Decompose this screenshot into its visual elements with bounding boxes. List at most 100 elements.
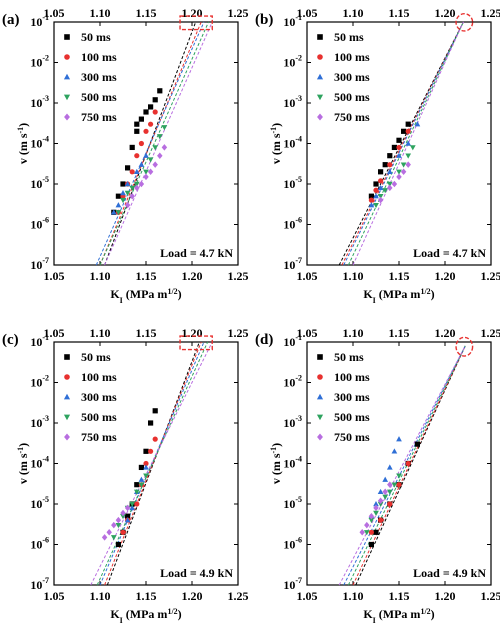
data-point [138, 161, 145, 167]
data-point [405, 460, 411, 467]
data-point [143, 152, 149, 158]
legend: 50 ms 100 ms 300 ms 500 ms 750 ms [316, 30, 370, 124]
legend-label: 100 ms [334, 370, 370, 384]
x-tick-label-top: 1.25 [228, 326, 249, 340]
load-annotation: Load = 4.9 kN [160, 566, 233, 580]
data-point [382, 188, 389, 194]
data-point [387, 153, 393, 159]
data-point [129, 169, 135, 175]
data-point [400, 168, 407, 176]
legend-marker [316, 94, 324, 101]
data-point [396, 473, 402, 479]
highlight-region [455, 336, 474, 357]
legend: 50 ms 100 ms 300 ms 500 ms 750 ms [63, 350, 117, 444]
data-point [111, 521, 117, 529]
data-point [368, 193, 374, 199]
x-tick-label: 1.05 [297, 589, 318, 603]
data-point [373, 510, 379, 516]
y-tick-label: 10-3 [283, 414, 302, 430]
panel-c: (c) 1.05 1.05 1.10 1.10 1.15 1.15 1.20 1.20 1.25 1… [2, 326, 249, 625]
legend-marker [64, 433, 70, 441]
data-point [120, 509, 126, 517]
data-point [138, 482, 145, 488]
y-tick-label: 10-7 [283, 256, 302, 272]
legend-marker [316, 73, 324, 80]
legend-marker [317, 354, 323, 360]
data-point [134, 153, 140, 159]
y-tick-label: 10-1 [30, 333, 49, 349]
legend-marker [63, 94, 71, 101]
x-tick-label: 1.15 [389, 589, 410, 603]
data-point [373, 504, 379, 512]
y-tick-label: 10-4 [283, 135, 302, 151]
y-tick-label: 10-5 [283, 495, 302, 511]
y-tick-label: 10-2 [30, 54, 49, 70]
x-tick-label-top: 1.20 [435, 326, 456, 340]
data-point [391, 482, 398, 488]
data-point [124, 201, 131, 209]
data-point [143, 473, 149, 479]
legend-label: 50 ms [81, 350, 111, 364]
x-tick-label-top: 1.10 [343, 326, 364, 340]
data-point [120, 181, 126, 187]
x-tick-label: 1.20 [182, 589, 203, 603]
data-point [391, 448, 398, 454]
data-point [414, 121, 421, 127]
x-tick-label-top: 1.05 [297, 326, 318, 340]
x-tick-label-top: 1.15 [389, 326, 410, 340]
data-point [134, 482, 140, 488]
data-point [396, 137, 402, 143]
data-point [138, 180, 145, 188]
fit-line [104, 21, 197, 266]
y-tick-label: 10-5 [30, 495, 49, 511]
x-tick-label: 1.10 [90, 589, 111, 603]
load-annotation: Load = 4.9 kN [413, 566, 486, 580]
data-point [373, 187, 379, 193]
data-point [382, 476, 389, 482]
legend-marker [317, 34, 323, 40]
data-point [405, 121, 411, 127]
data-point [387, 162, 393, 168]
data-point [377, 196, 384, 204]
data-point [396, 436, 402, 442]
y-axis-label: v (m s-1) [16, 123, 31, 164]
y-tick-label: 10-2 [283, 374, 302, 390]
y-tick-label: 10-1 [283, 333, 302, 349]
x-tick-label: 1.25 [228, 269, 249, 283]
data-point [152, 436, 158, 442]
data-point [387, 184, 393, 192]
panel-a: (a) 1.05 1.05 1.10 1.10 1.15 1.15 1.20 1.20 1.25 1… [2, 6, 249, 305]
data-point [382, 488, 388, 496]
x-tick-label-top: 1.05 [44, 6, 65, 20]
data-point [152, 97, 158, 103]
legend-label: 300 ms [334, 70, 370, 84]
data-point [377, 501, 384, 507]
y-tick-label: 10-7 [30, 576, 49, 592]
x-tick-label-top: 1.25 [481, 326, 500, 340]
data-point [378, 178, 384, 184]
legend-label: 300 ms [81, 70, 117, 84]
data-point [120, 529, 126, 535]
y-tick-label: 10-4 [30, 455, 49, 471]
highlight-region [179, 335, 213, 351]
legend-marker [317, 374, 323, 380]
data-point [143, 464, 149, 470]
data-point [396, 173, 402, 181]
data-point [120, 513, 126, 520]
data-point [396, 169, 402, 175]
load-annotation: Load = 4.7 kN [413, 246, 486, 260]
data-point [120, 189, 126, 196]
data-point [143, 460, 149, 467]
y-axis-label: v (m s-1) [16, 443, 31, 484]
x-axis-label: KI (MPa m1/2) [110, 607, 181, 625]
data-point [368, 517, 375, 524]
data-point [405, 128, 411, 134]
y-tick-label: 10-3 [30, 414, 49, 430]
y-tick-label: 10-5 [30, 175, 49, 191]
x-tick-label-top: 1.15 [136, 6, 157, 20]
data-point [386, 181, 393, 187]
data-point [368, 512, 375, 520]
data-point [115, 193, 121, 199]
y-tick-label: 10-1 [30, 13, 49, 29]
data-point [133, 181, 140, 187]
